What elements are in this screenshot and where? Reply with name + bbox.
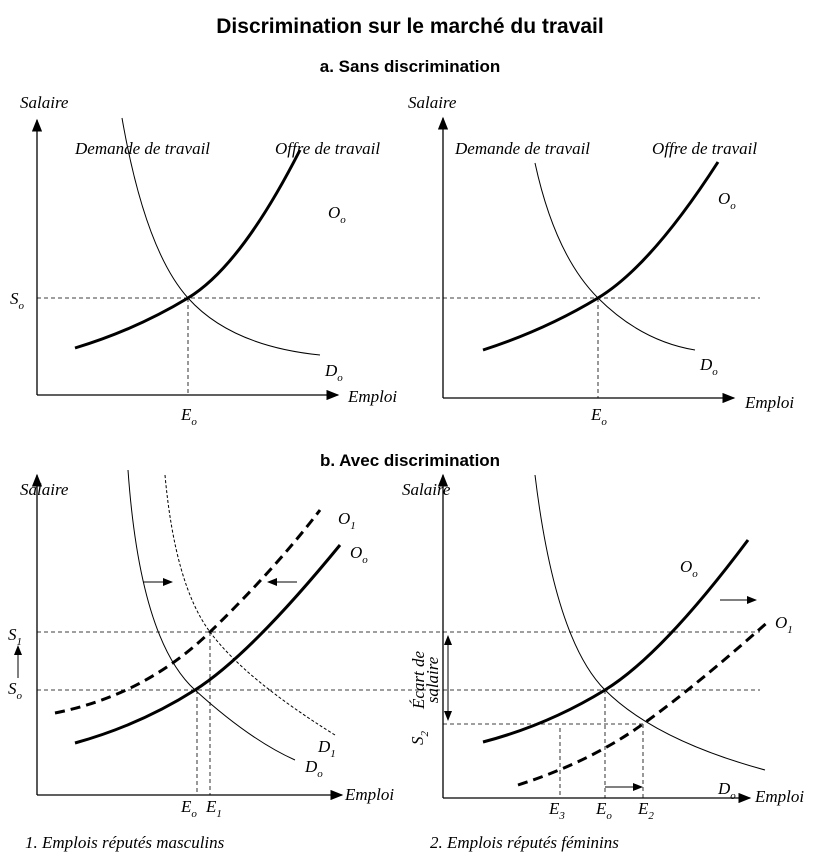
x-axis-label: Emploi	[347, 387, 397, 406]
label-base: E	[180, 405, 192, 424]
demand-label: Demande de travail	[74, 139, 210, 158]
label-base: E	[548, 799, 560, 818]
x-axis-label: Emploi	[744, 393, 794, 412]
label-base: O	[338, 509, 350, 528]
label-sub: 1	[330, 748, 336, 760]
y-axis-label: Salaire	[408, 93, 457, 112]
label-sub: 1	[350, 520, 356, 532]
label-sub: o	[17, 690, 23, 702]
demand-label: Demande de travail	[454, 139, 590, 158]
label-base: S	[10, 289, 19, 308]
curve-label: S2	[408, 731, 431, 746]
label-sub: o	[191, 808, 197, 820]
title: Discrimination sur le marché du travail	[216, 15, 603, 38]
label-sub: o	[337, 372, 343, 384]
label-sub: o	[340, 214, 346, 226]
gap-label: Écart de	[409, 651, 428, 711]
curve-label: So	[8, 679, 23, 702]
label-base: D	[317, 737, 331, 756]
curve-label: E3	[548, 799, 565, 822]
label-sub: o	[317, 768, 323, 780]
label-sub: 3	[558, 810, 565, 822]
curve-label: Eo	[180, 797, 197, 820]
label-sub: o	[191, 416, 197, 428]
label-sub: 1	[787, 624, 793, 636]
curve-label: So	[10, 289, 25, 312]
gap-label: salaire	[423, 656, 442, 703]
label-base: E	[205, 797, 217, 816]
label-base: D	[324, 361, 338, 380]
y-axis-label: Salaire	[20, 480, 69, 499]
drawing	[14, 116, 771, 804]
y-axis-label: Salaire	[402, 480, 451, 499]
curve-label: Oo	[350, 543, 368, 566]
label-sub: o	[19, 300, 25, 312]
x-axis-label: Emploi	[754, 787, 804, 806]
supply-label: Offre de travail	[275, 139, 380, 158]
label-sub: o	[730, 200, 736, 212]
label-sub: o	[730, 790, 736, 802]
curve-label: E1	[205, 797, 222, 820]
label-sub: o	[692, 568, 698, 580]
x-axis-label: Emploi	[344, 785, 394, 804]
curve-label: Eo	[590, 405, 607, 428]
label-base: S	[8, 625, 17, 644]
caption: 2. Emplois réputés féminins	[430, 833, 619, 852]
caption: 1. Emplois réputés masculins	[25, 833, 225, 852]
curve-label: Do	[304, 757, 323, 780]
supply-label: Offre de travail	[652, 139, 757, 158]
label-base: O	[350, 543, 362, 562]
label-sub: o	[606, 810, 612, 822]
label-base: S	[408, 736, 427, 745]
label-base: E	[180, 797, 192, 816]
curve-label: O1	[775, 613, 793, 636]
label-base: D	[304, 757, 318, 776]
label-sub: 2	[648, 810, 654, 822]
label-base: D	[717, 779, 731, 798]
section-title: a. Sans discrimination	[320, 57, 500, 76]
curve-label: Eo	[180, 405, 197, 428]
label-base: D	[699, 355, 713, 374]
curve-label: O1	[338, 509, 356, 532]
curve-label: Oo	[680, 557, 698, 580]
label-base: S	[8, 679, 17, 698]
label-base: E	[637, 799, 649, 818]
curve-label: D1	[317, 737, 336, 760]
label-sub: 2	[419, 731, 431, 737]
section-title: b. Avec discrimination	[320, 451, 500, 470]
label-sub: o	[601, 416, 607, 428]
label-base: O	[680, 557, 692, 576]
curve-label: S1	[8, 625, 22, 648]
label-base: O	[775, 613, 787, 632]
curve-label: Oo	[718, 189, 736, 212]
label-base: O	[718, 189, 730, 208]
y-axis-label: Salaire	[20, 93, 69, 112]
curve-label: E2	[637, 799, 654, 822]
label-base: E	[595, 799, 607, 818]
label-base: E	[590, 405, 602, 424]
curve-label: Oo	[328, 203, 346, 226]
label-sub: o	[712, 366, 718, 378]
curve-label: Do	[324, 361, 343, 384]
curve-label: Eo	[595, 799, 612, 822]
label-sub: 1	[17, 636, 23, 648]
curve-label: Do	[699, 355, 718, 378]
label-base: O	[328, 203, 340, 222]
label-sub: 1	[216, 808, 222, 820]
label-sub: o	[362, 554, 368, 566]
curve-label: Do	[717, 779, 736, 802]
